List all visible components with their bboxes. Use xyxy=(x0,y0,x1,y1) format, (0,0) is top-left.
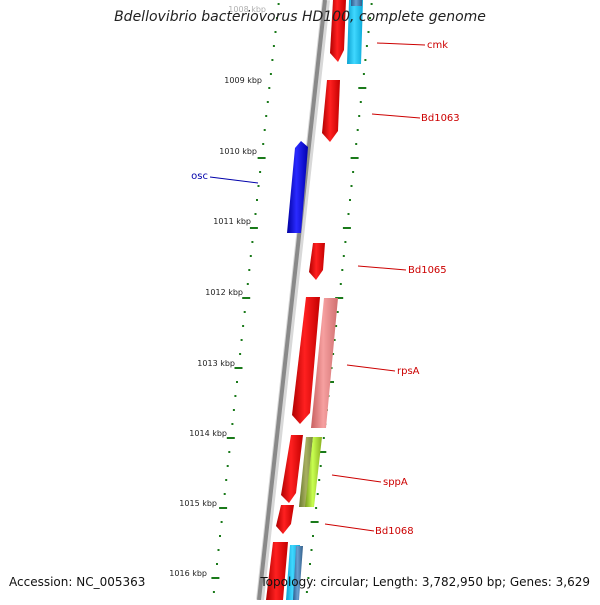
gene-label-sppa[interactable]: sppA xyxy=(383,477,408,488)
gene-bd1063[interactable] xyxy=(322,80,340,142)
gene-rpsa[interactable] xyxy=(292,297,320,424)
label-leaders xyxy=(209,42,426,532)
leader-bd1068 xyxy=(324,523,375,532)
genome-backbone-core xyxy=(257,0,327,601)
gene-sppa-neighbor[interactable] xyxy=(281,435,303,503)
gene-label-bd1068[interactable]: Bd1068 xyxy=(375,526,414,537)
gene-label-rpsa[interactable]: rpsA xyxy=(397,366,420,377)
kbp-label-1011: 1011 kbp xyxy=(213,217,251,226)
topology-text: Topology: circular; Length: 3,782,950 bp… xyxy=(260,575,590,589)
gene-rpsa-neighbor[interactable] xyxy=(311,298,338,428)
gene-label-osc[interactable]: osc xyxy=(191,171,208,182)
accession-text: Accession: NC_005363 xyxy=(9,575,146,589)
kbp-label-1012: 1012 kbp xyxy=(205,288,243,297)
kbp-label-1016: 1016 kbp xyxy=(169,569,207,578)
gene-label-bd1063[interactable]: Bd1063 xyxy=(421,113,460,124)
kbp-tick-track xyxy=(211,3,280,593)
kbp-label-1008: 1008 kbp xyxy=(228,5,266,14)
gene-sppa[interactable] xyxy=(299,437,313,507)
leader-rpsa xyxy=(346,364,396,372)
kbp-label-1013: 1013 kbp xyxy=(197,359,235,368)
gene-bottom-1[interactable] xyxy=(266,542,288,600)
leader-cmk xyxy=(376,42,426,46)
gene-bd1068[interactable] xyxy=(276,505,294,534)
genes xyxy=(266,0,363,600)
kbp-label-1014: 1014 kbp xyxy=(189,429,227,438)
leader-osc xyxy=(209,176,259,184)
gene-sppa-2[interactable] xyxy=(305,437,322,507)
gene-bd1065[interactable] xyxy=(309,243,325,280)
gene-cmk[interactable] xyxy=(330,0,346,62)
gene-osc[interactable] xyxy=(287,141,308,233)
kbp-label-1015: 1015 kbp xyxy=(179,499,217,508)
gene-cmk-neighbor[interactable] xyxy=(347,0,363,64)
gene-label-cmk[interactable]: cmk xyxy=(427,40,448,51)
gene-cmk-neighbor-2[interactable] xyxy=(351,0,362,6)
leader-bd1065 xyxy=(357,265,407,271)
leader-bd1063 xyxy=(371,113,421,119)
map-title: Bdellovibrio bacteriovorus HD100, comple… xyxy=(114,9,486,25)
gene-label-bd1065[interactable]: Bd1065 xyxy=(408,265,447,276)
kbp-label-1009: 1009 kbp xyxy=(224,76,262,85)
gene-bottom-3[interactable] xyxy=(293,546,303,600)
leader-sppa xyxy=(331,474,382,483)
kbp-label-1010: 1010 kbp xyxy=(219,147,257,156)
